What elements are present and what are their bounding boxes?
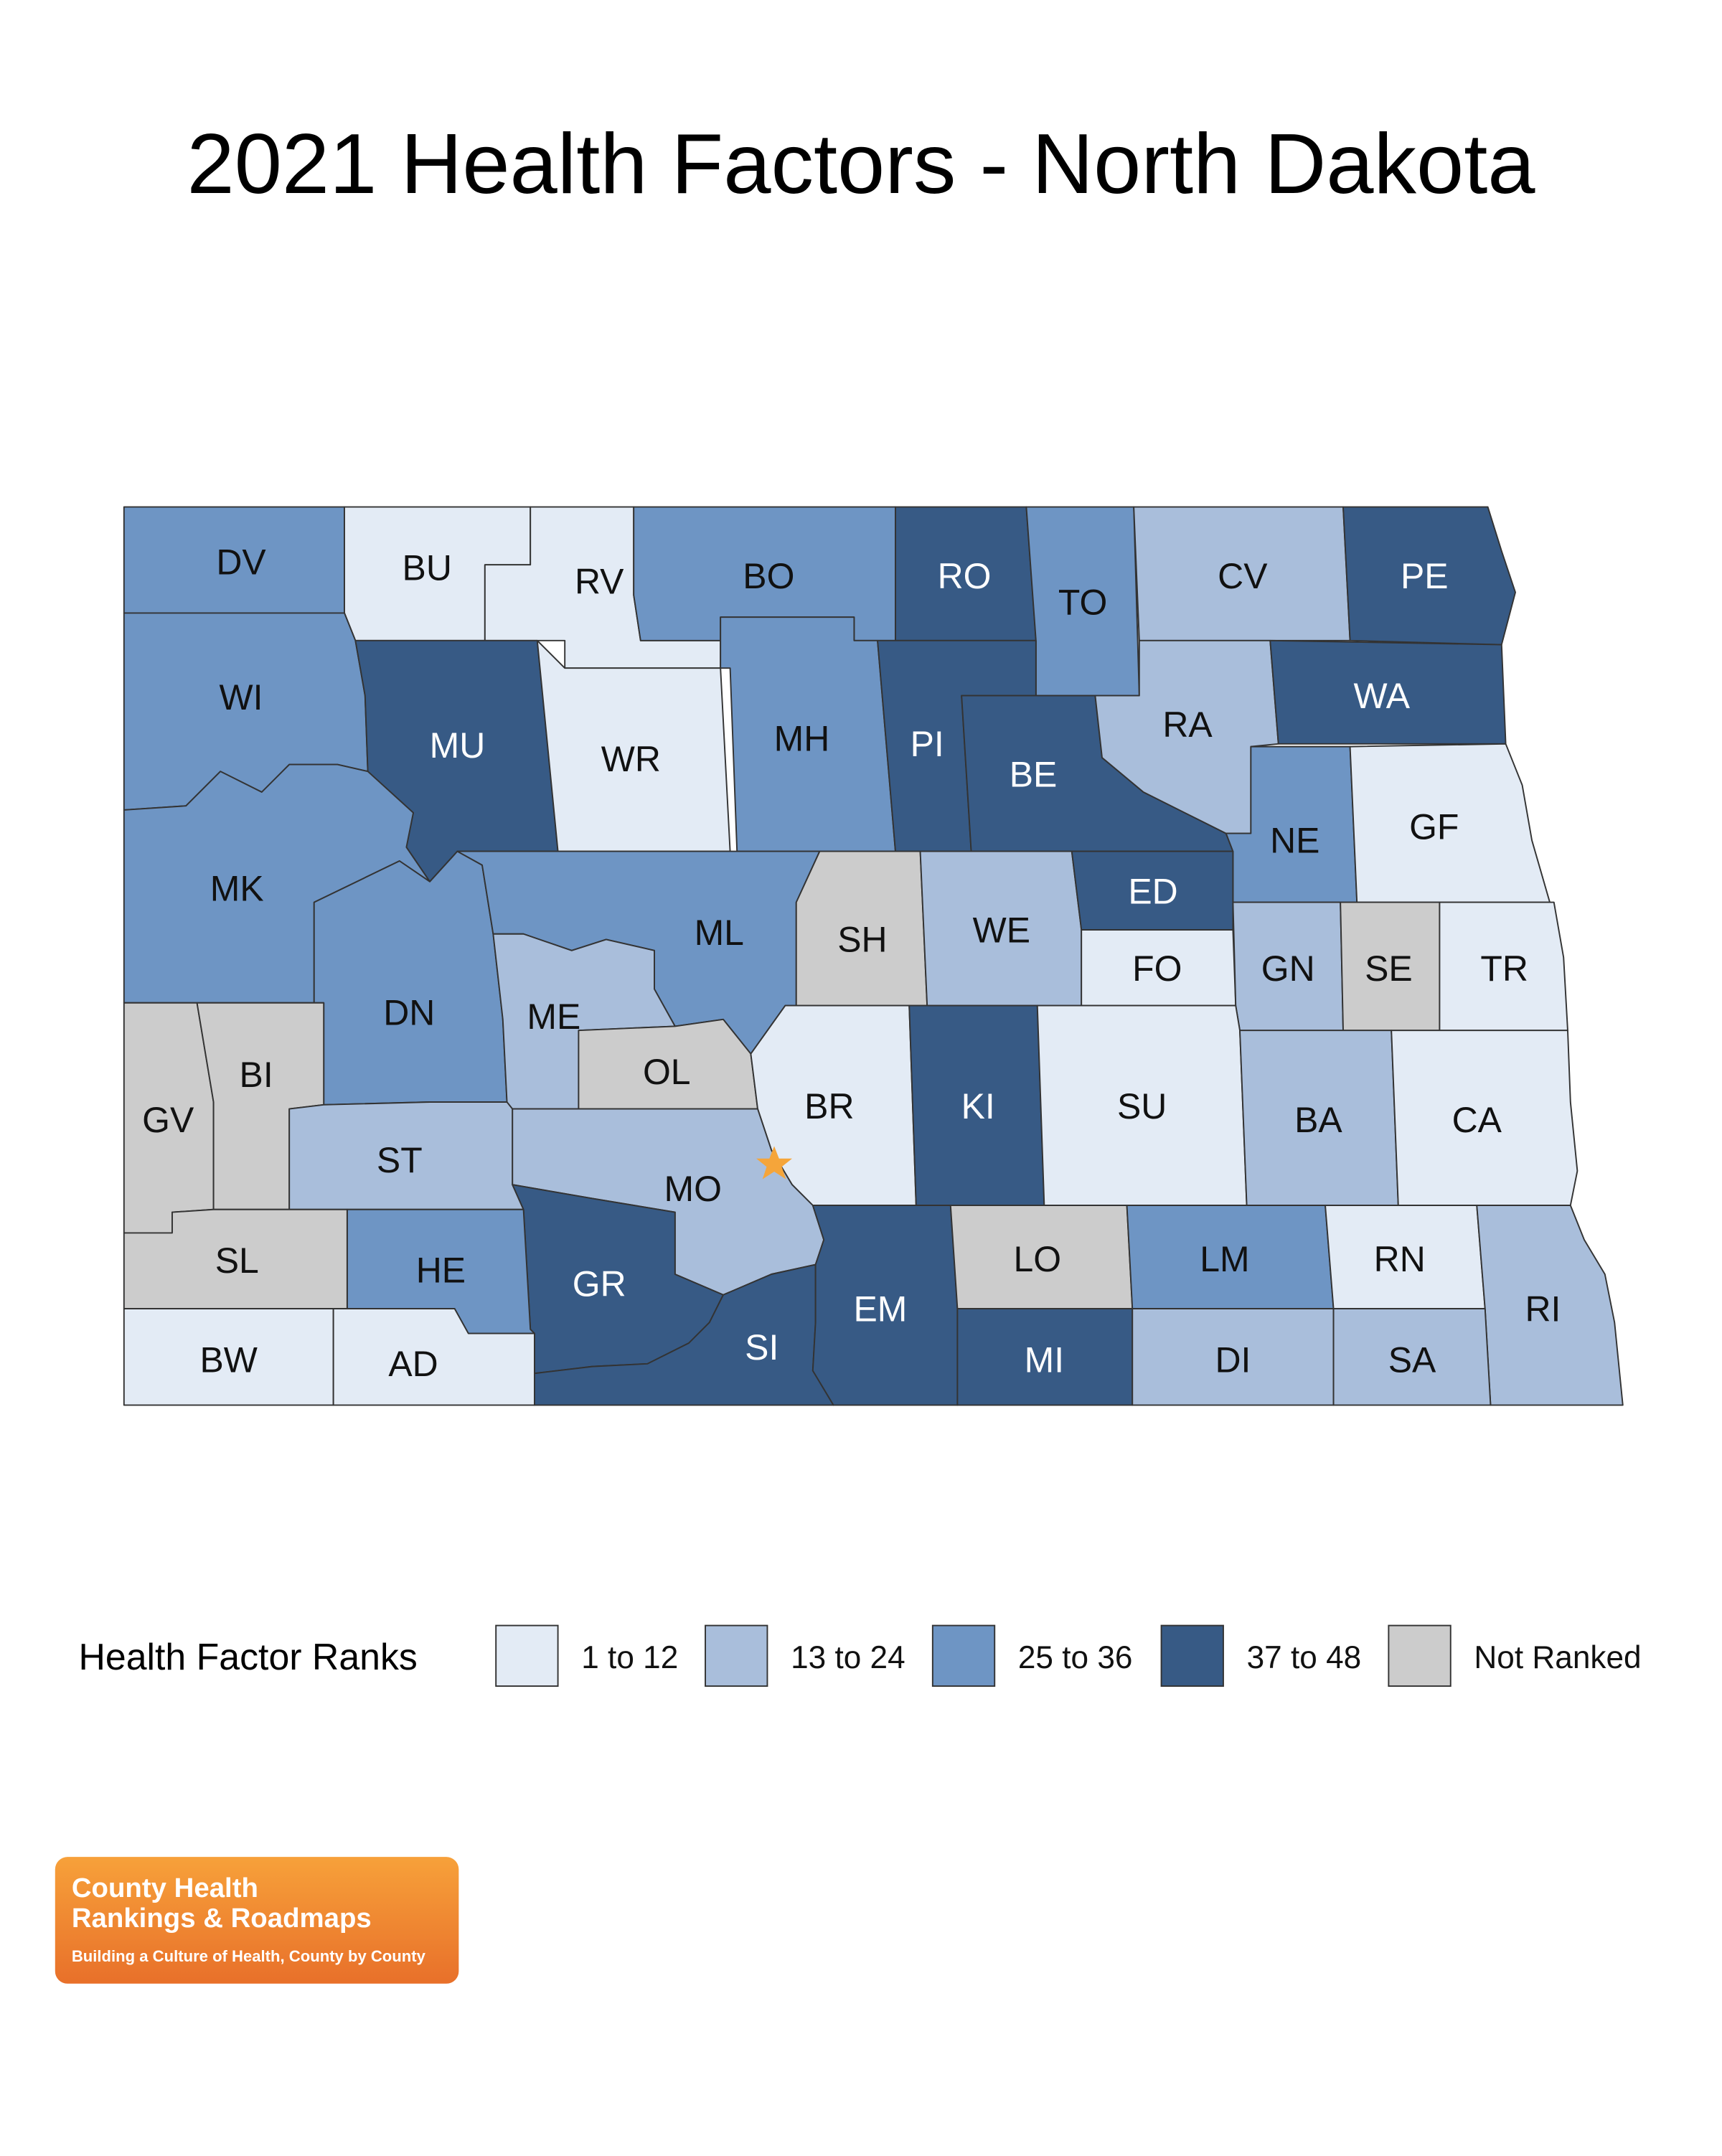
logo-tagline: Building a Culture of Health, County by … [72,1947,426,1965]
legend-swatch [931,1624,996,1687]
title: 2021 Health Factors - North Dakota [187,116,1536,212]
legend-label: 25 to 36 [1018,1640,1133,1675]
county-label: SU [1117,1086,1167,1126]
county-label: DV [216,542,266,583]
county-label: MH [774,718,830,758]
logo-line2: Rankings & Roadmaps [72,1903,372,1934]
county-label: MI [1025,1340,1064,1380]
county-label: RO [938,556,992,596]
county-label: GR [573,1264,626,1304]
county [1133,506,1351,641]
county-label: DN [383,992,435,1032]
county-label: SL [215,1241,259,1281]
county [811,1205,959,1406]
county-label: MO [664,1169,722,1209]
county-label: BO [743,556,794,596]
county-label: NE [1270,820,1319,860]
county [332,1308,535,1406]
county-label: CA [1452,1100,1502,1140]
county-label: SH [837,920,887,960]
county-label: OL [643,1052,691,1092]
county-label: TO [1058,582,1107,622]
county-label: WE [973,910,1030,950]
county-label: DI [1215,1340,1251,1380]
legend-label: 37 to 48 [1247,1640,1362,1675]
county-label: WI [220,677,263,717]
legend-label: 13 to 24 [791,1640,905,1675]
county-label: BI [240,1055,273,1095]
county-label: FO [1132,948,1182,989]
county [536,639,731,852]
county-label: WR [601,739,661,779]
county-label: RV [575,562,624,602]
county-label: GN [1261,948,1315,989]
legend-swatch [495,1624,559,1687]
county-label: GV [142,1100,194,1140]
county-label: BR [804,1086,854,1126]
logo: County Health Rankings & Roadmaps Buildi… [55,1857,459,1984]
county-label: LO [1013,1239,1061,1279]
county [313,850,508,1106]
county-label: RN [1374,1239,1426,1279]
legend-swatch [1160,1624,1224,1687]
county-label: ML [695,913,744,953]
county-label: RA [1162,705,1213,745]
county-label: TR [1480,948,1528,989]
legend-swatch [705,1624,768,1687]
logo-box [55,1857,459,1984]
legend-label: 1 to 12 [581,1640,678,1675]
county-label: GF [1409,806,1459,847]
county-label: ST [377,1140,423,1180]
county-label: ME [527,997,580,1037]
county-label: EM [853,1289,907,1329]
county-label: ED [1128,872,1177,912]
county-layer [123,506,1624,1406]
county-label: HE [416,1251,466,1291]
county-label: KI [961,1086,995,1126]
county-label: RI [1525,1289,1561,1329]
county [1332,1308,1492,1406]
county-label: BA [1294,1100,1342,1140]
label-layer: DV BU RV BO RO TO CV PE WI MU WR MH PI BE RA WA NE GF MK DN… [142,542,1561,1384]
county-label: AD [388,1344,438,1384]
legend-title: Health Factor Ranks [78,1636,417,1677]
county-label: LM [1200,1239,1249,1279]
county-label: SE [1365,948,1413,989]
county-label: SI [745,1327,778,1367]
legend-label: Not Ranked [1474,1640,1641,1675]
county [1439,901,1568,1032]
county-label: BE [1010,754,1058,794]
logo-line1: County Health [72,1873,258,1903]
county-label: MU [430,725,486,766]
legend: Health Factor Ranks 1 to 12 13 to 24 25 to… [78,1624,1642,1687]
legend-swatch [1388,1624,1452,1687]
county-label: PI [911,724,944,764]
county-label: BU [403,547,452,588]
county-label: MK [210,869,264,909]
county-label: WA [1353,676,1410,716]
county [1342,506,1516,646]
county-label: CV [1218,556,1268,596]
county-label: BW [200,1340,258,1380]
county-label: PE [1401,556,1449,596]
county-label: SA [1388,1340,1436,1380]
